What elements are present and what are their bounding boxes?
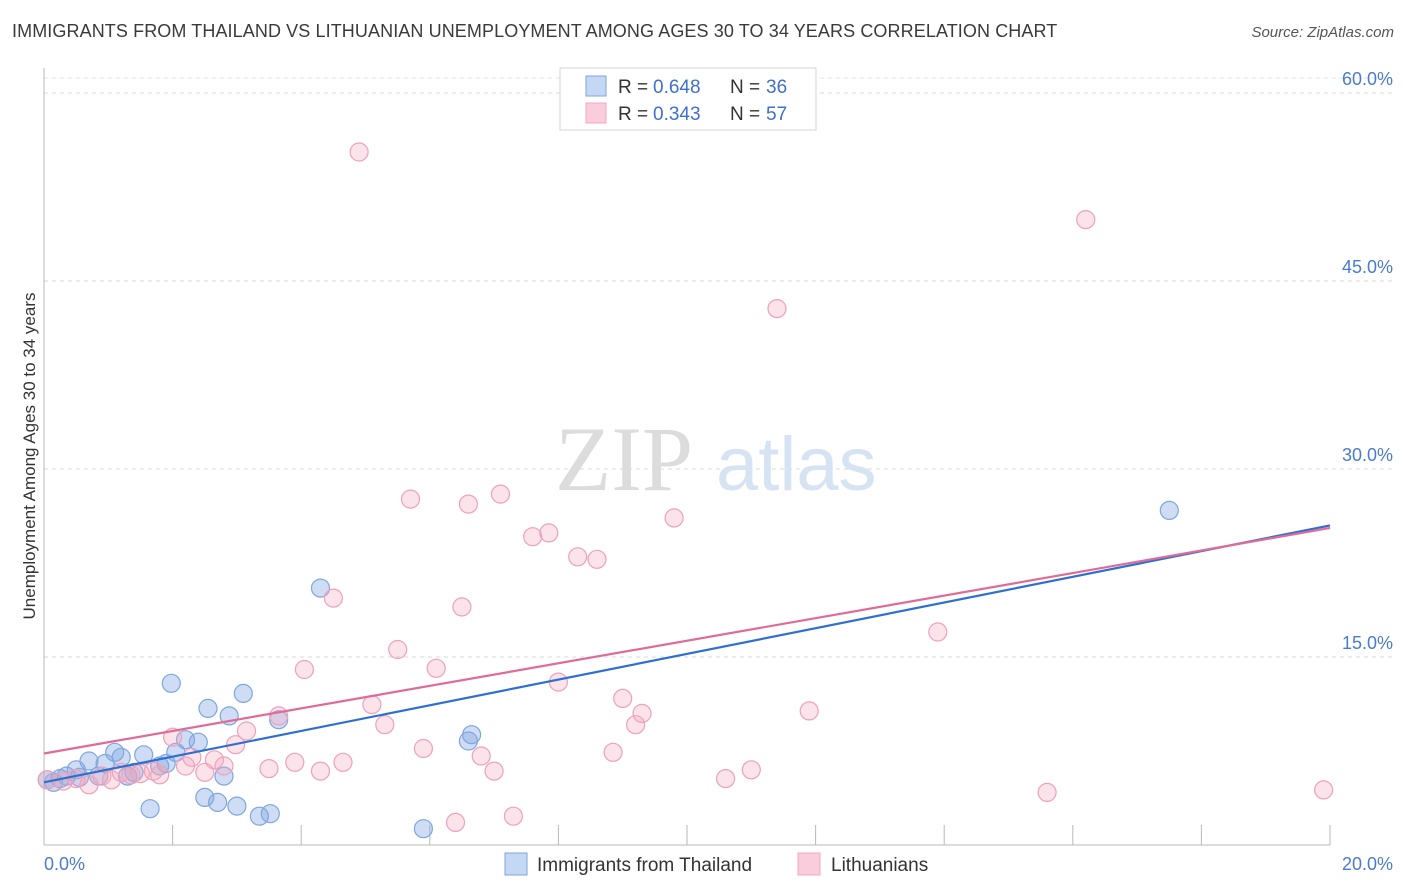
point-lithuanians-19 (259, 758, 279, 779)
point-lithuanians-27 (362, 694, 382, 715)
legend-n-value-lithuanians: 57 (766, 104, 787, 125)
watermark-zip: ZIP (555, 408, 693, 510)
point-lithuanians-39 (503, 806, 524, 826)
point-thailand-23 (208, 792, 228, 813)
y-tick-label-60: 60.0% (1342, 69, 1393, 89)
series-thailand-points (37, 500, 1179, 839)
point-thailand-21 (195, 787, 215, 808)
point-lithuanians-16 (214, 756, 234, 776)
point-lithuanians-28 (375, 715, 395, 735)
point-lithuanians-48 (632, 703, 652, 724)
point-lithuanians-51 (741, 760, 761, 780)
point-lithuanians-26 (349, 142, 369, 162)
point-lithuanians-52 (767, 299, 787, 319)
point-lithuanians-47 (625, 715, 646, 735)
legend-r-value-lithuanians: 0.343 (653, 104, 701, 125)
point-lithuanians-34 (452, 597, 472, 617)
gridlines (44, 77, 1392, 658)
bottom-legend-swatch-thailand (504, 852, 528, 876)
x-tick-label-20: 20.0% (1342, 854, 1393, 874)
point-thailand-9 (105, 742, 125, 762)
x-ticks (43, 825, 1331, 845)
point-lithuanians-9 (143, 761, 163, 781)
point-lithuanians-56 (1076, 210, 1096, 230)
point-lithuanians-35 (458, 494, 478, 514)
bottom-legend: Immigrants from Thailand Lithuanians (504, 852, 928, 876)
point-lithuanians-18 (236, 721, 257, 741)
watermark: ZIP atlas (555, 408, 877, 510)
legend-r-label-thailand: R = (618, 77, 648, 98)
point-lithuanians-38 (490, 484, 511, 504)
legend-r-label-lithuanians: R = (618, 104, 648, 125)
legend-n-value-thailand: 36 (766, 77, 787, 98)
watermark-atlas: atlas (716, 422, 877, 507)
point-lithuanians-54 (928, 622, 948, 642)
point-lithuanians-42 (548, 672, 569, 692)
bottom-legend-label-lithuanians: Lithuanians (831, 855, 928, 876)
point-thailand-22 (198, 698, 218, 719)
point-lithuanians-45 (603, 742, 623, 762)
point-thailand-31 (310, 578, 331, 598)
point-lithuanians-41 (539, 523, 559, 543)
point-lithuanians-30 (400, 489, 421, 509)
x-tick-labels: 0.0% 20.0% (44, 854, 1393, 874)
point-lithuanians-24 (323, 588, 343, 608)
point-thailand-6 (79, 751, 99, 771)
bottom-legend-label-thailand: Immigrants from Thailand (537, 855, 752, 876)
point-lithuanians-57 (1313, 780, 1334, 800)
point-lithuanians-22 (294, 659, 314, 680)
point-lithuanians-55 (1037, 782, 1057, 803)
point-lithuanians-32 (426, 658, 446, 678)
legend-n-label-lithuanians: N = (730, 104, 760, 125)
point-thailand-32 (413, 819, 433, 839)
trend-line-lithuanians (43, 526, 1331, 755)
series-lithuanians-points (37, 142, 1334, 833)
bottom-legend-swatch-lithuanians (797, 852, 821, 876)
trend-line-thailand (43, 524, 1331, 784)
point-thailand-24 (214, 766, 234, 786)
point-lithuanians-50 (715, 768, 736, 789)
point-lithuanians-46 (613, 688, 633, 709)
point-lithuanians-15 (204, 750, 224, 770)
point-lithuanians-23 (310, 761, 331, 781)
y-tick-label-45: 45.0% (1342, 257, 1393, 277)
point-lithuanians-40 (523, 527, 543, 547)
point-lithuanians-5 (101, 770, 122, 790)
y-tick-label-30: 30.0% (1342, 445, 1393, 465)
point-lithuanians-33 (445, 812, 466, 833)
point-lithuanians-20 (269, 706, 289, 726)
x-tick-label-0: 0.0% (44, 854, 85, 874)
point-thailand-13 (134, 745, 154, 765)
point-lithuanians-53 (799, 701, 819, 721)
legend-n-label-thailand: N = (730, 77, 760, 98)
top-legend: R = 0.648 N = 36 R = 0.343 N = 57 (559, 67, 817, 131)
legend-r-value-thailand: 0.648 (653, 77, 701, 98)
y-axis-title: Unemployment Among Ages 30 to 34 years (20, 293, 39, 620)
point-lithuanians-31 (413, 738, 433, 759)
point-lithuanians-21 (285, 752, 305, 772)
point-lithuanians-36 (471, 746, 491, 766)
point-lithuanians-43 (568, 547, 588, 567)
point-thailand-29 (260, 804, 280, 824)
y-tick-labels: 15.0% 30.0% 45.0% 60.0% (1342, 69, 1393, 653)
point-lithuanians-10 (150, 765, 170, 785)
legend-swatch-thailand (585, 75, 607, 97)
point-lithuanians-44 (587, 549, 607, 569)
point-thailand-35 (1159, 500, 1179, 520)
point-lithuanians-49 (664, 508, 684, 528)
point-thailand-26 (227, 796, 247, 816)
y-tick-label-15: 15.0% (1342, 633, 1393, 653)
point-lithuanians-25 (333, 752, 353, 772)
source-label: Source: ZipAtlas.com (1251, 24, 1394, 41)
point-thailand-17 (161, 673, 181, 693)
legend-swatch-lithuanians (585, 102, 607, 124)
point-thailand-14 (140, 799, 160, 819)
point-lithuanians-37 (484, 761, 504, 781)
point-thailand-34 (462, 725, 482, 745)
point-thailand-27 (233, 683, 253, 704)
point-lithuanians-29 (388, 639, 408, 660)
trend-lines (43, 524, 1331, 784)
chart-title: IMMIGRANTS FROM THAILAND VS LITHUANIAN U… (12, 21, 1058, 41)
